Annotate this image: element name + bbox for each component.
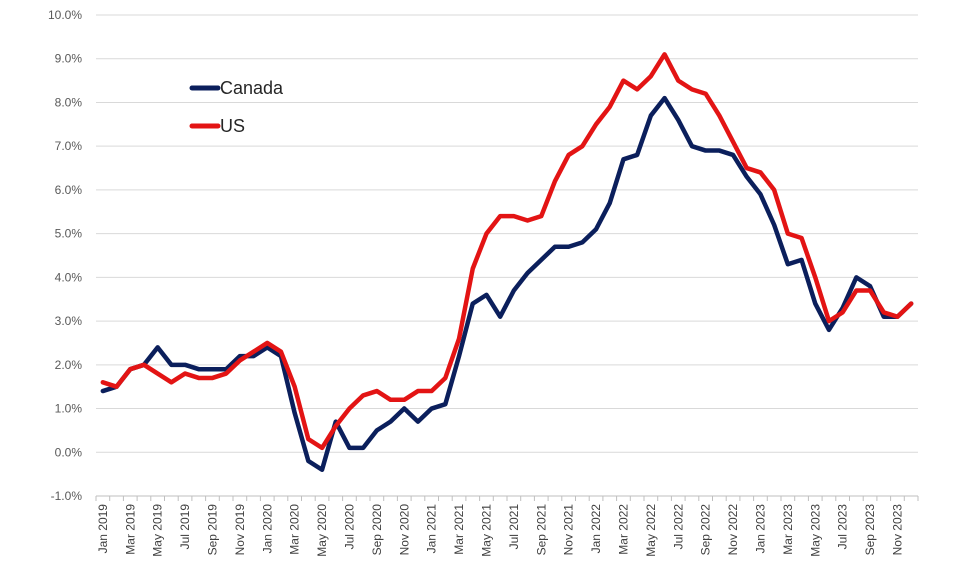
x-tick-label: Mar 2019 [123, 504, 137, 555]
x-tick-label: Jul 2023 [836, 504, 850, 550]
x-tick-label: Jan 2023 [753, 504, 767, 554]
x-tick-label: Mar 2023 [781, 504, 795, 555]
y-tick-label: 4.0% [55, 270, 83, 284]
x-tick-label: Nov 2021 [562, 504, 576, 556]
legend-label-us: US [220, 116, 245, 136]
x-tick-label: Jan 2019 [96, 504, 110, 554]
x-tick-label: Jan 2021 [425, 504, 439, 554]
x-tick-label: Jul 2020 [342, 504, 356, 550]
x-tick-label: Jan 2022 [589, 504, 603, 554]
y-tick-label: 0.0% [55, 445, 83, 459]
y-tick-label: 1.0% [55, 402, 83, 416]
x-tick-label: Mar 2022 [616, 504, 630, 555]
y-tick-label: 7.0% [55, 139, 83, 153]
x-tick-label: Sep 2023 [863, 504, 877, 556]
x-tick-label: Nov 2023 [890, 504, 904, 556]
y-tick-label: 5.0% [55, 227, 83, 241]
x-tick-label: Nov 2020 [397, 504, 411, 556]
x-tick-label: Sep 2019 [205, 504, 219, 556]
y-tick-label: 6.0% [55, 183, 83, 197]
y-tick-label: 10.0% [48, 8, 82, 22]
legend: Canada US [189, 78, 284, 136]
x-tick-label: Jul 2021 [507, 504, 521, 550]
x-tick-label: Jul 2019 [178, 504, 192, 550]
x-tick-label: May 2023 [808, 504, 822, 557]
legend-label-canada: Canada [220, 78, 284, 98]
y-tick-label: 2.0% [55, 358, 83, 372]
y-tick-label: 8.0% [55, 95, 83, 109]
x-tick-label: May 2021 [479, 504, 493, 557]
x-tick-label: May 2019 [151, 504, 165, 557]
x-tick-label: Mar 2020 [288, 504, 302, 555]
x-tick-label: Nov 2022 [726, 504, 740, 556]
y-tick-label: -1.0% [51, 489, 83, 503]
x-tick-label: Jan 2020 [260, 504, 274, 554]
series-lines [100, 52, 914, 473]
x-tick-label: May 2022 [644, 504, 658, 557]
x-tick-label: Nov 2019 [233, 504, 247, 556]
gridlines [96, 14, 918, 497]
x-tick-label: May 2020 [315, 504, 329, 557]
y-axis: -1.0% 0.0% 1.0% 2.0% 3.0% 4.0% 5.0% 6.0% 7.0% 8.0… [48, 8, 82, 503]
y-tick-label: 9.0% [55, 52, 83, 66]
y-tick-label: 3.0% [55, 314, 83, 328]
series-line-canada [100, 95, 914, 473]
x-tick-label: Jul 2022 [671, 504, 685, 550]
x-tick-label: Sep 2020 [370, 504, 384, 556]
series-line-us [100, 52, 914, 451]
x-axis: Jan 2019 Mar 2019 May 2019 Jul 2019 Sep 2019… [95, 495, 919, 557]
x-tick-label: Sep 2022 [699, 504, 713, 556]
x-tick-label: Sep 2021 [534, 504, 548, 556]
x-tick-label: Mar 2021 [452, 504, 466, 555]
